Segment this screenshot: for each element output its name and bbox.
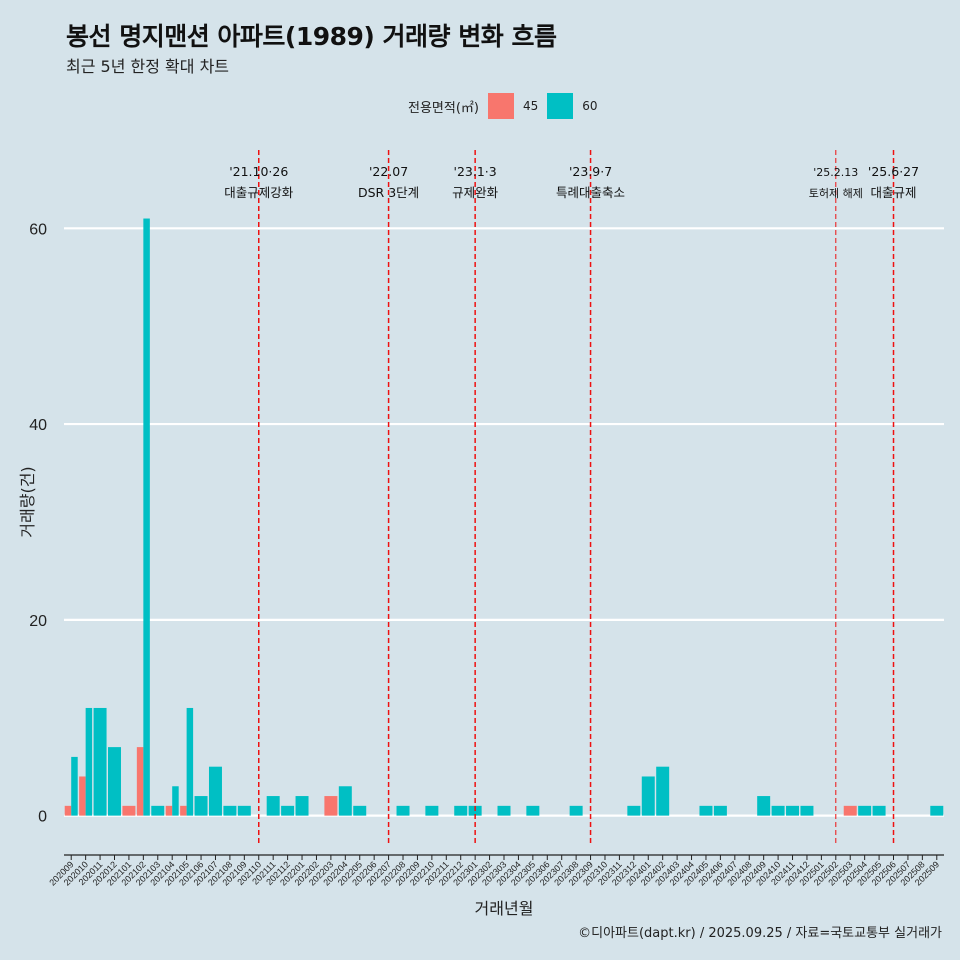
event-label-name-1: DSR 3단계: [358, 185, 419, 200]
event-label-name-4: 토허제 해제: [809, 186, 863, 200]
bar-60-202509: [930, 805, 944, 816]
bar-60-202106: [194, 796, 208, 816]
bar-60-202305: [526, 805, 540, 816]
bar-60-202401: [641, 776, 655, 816]
y-tick-label-20: 20: [29, 613, 47, 630]
bar-45-202101: [122, 805, 136, 816]
bar-60-202112: [281, 805, 295, 816]
bar-60-202402: [656, 766, 670, 816]
event-label-date-3: '23.9·7: [569, 164, 612, 179]
bar-60-202412: [800, 805, 814, 816]
legend-key-45: 45: [487, 93, 539, 119]
bar-60-202410: [771, 805, 785, 816]
event-label-name-2: 규제완화: [452, 185, 499, 200]
bar-60-202312: [627, 805, 641, 816]
bar-45-202105: [180, 805, 187, 816]
legend-swatch-60: [547, 93, 574, 119]
legend-key-60: 60: [547, 93, 598, 119]
bar-60-202504: [858, 805, 872, 816]
bar-45-202009: [64, 805, 72, 816]
bar-45-202102: [136, 747, 144, 816]
y-tick-label-60: 60: [29, 221, 47, 238]
bar-60-202212: [454, 805, 468, 816]
bar-60-202102: [143, 218, 150, 816]
chart-subtitle: 최근 5년 한정 확대 차트: [66, 57, 230, 76]
event-label-name-5: 대출규제: [871, 185, 917, 200]
legend-label-45: 45: [522, 99, 539, 113]
bar-60-202105: [186, 707, 194, 816]
bar-60-202109: [237, 805, 251, 816]
event-label-date-4: '25.2.13: [813, 166, 858, 179]
bar-60-202308: [569, 805, 583, 816]
bar-60-202303: [497, 805, 511, 816]
legend-swatch-45: [487, 93, 514, 119]
y-tick-label-40: 40: [29, 417, 47, 434]
bar-60-202103: [151, 805, 165, 816]
y-axis-title: 거래량(건): [18, 466, 37, 537]
bar-60-202107: [208, 766, 222, 816]
bar-60-202409: [757, 796, 771, 816]
caption: ©디아파트(dapt.kr) / 2025.09.25 / 자료=국토교통부 실…: [578, 926, 942, 941]
event-label-date-5: '25.6·27: [868, 164, 919, 179]
bar-60-202010: [85, 707, 93, 816]
bar-60-202405: [699, 805, 713, 816]
bar-60-202406: [713, 805, 727, 816]
y-tick-label-0: 0: [38, 809, 47, 826]
event-label-date-1: '22.07: [369, 164, 408, 179]
event-label-name-3: 특례대출축소: [556, 185, 625, 200]
x-axis-title: 거래년월: [475, 899, 534, 918]
event-label-date-2: '23.1·3: [454, 164, 497, 179]
legend: 전용면적(㎡) 45 60: [408, 93, 598, 119]
bar-45-202104: [165, 805, 173, 816]
bar-60-202011: [93, 707, 107, 816]
bar-60-202009: [71, 756, 78, 816]
event-label-date-0: '21.10·26: [229, 164, 288, 179]
chart-title: 봉선 명지맨션 아파트(1989) 거래량 변화 흐름: [66, 22, 557, 51]
bar-45-202503: [843, 805, 857, 816]
bar-60-202108: [223, 805, 237, 816]
bar-60-202104: [172, 786, 179, 816]
bar-60-202208: [396, 805, 410, 816]
legend-title: 전용면적(㎡): [408, 100, 479, 116]
bar-45-202203: [324, 796, 338, 816]
bar-60-202204: [338, 786, 352, 816]
bar-60-202111: [266, 796, 280, 816]
bar-60-202012: [108, 747, 121, 816]
legend-label-60: 60: [582, 99, 598, 113]
bar-60-202505: [872, 805, 886, 816]
event-label-name-0: 대출규제강화: [224, 185, 294, 200]
bar-45-202010: [79, 776, 86, 816]
bar-60-202201: [295, 796, 309, 816]
bar-60-202205: [353, 805, 367, 816]
bar-60-202210: [425, 805, 439, 816]
bar-60-202411: [786, 805, 800, 816]
